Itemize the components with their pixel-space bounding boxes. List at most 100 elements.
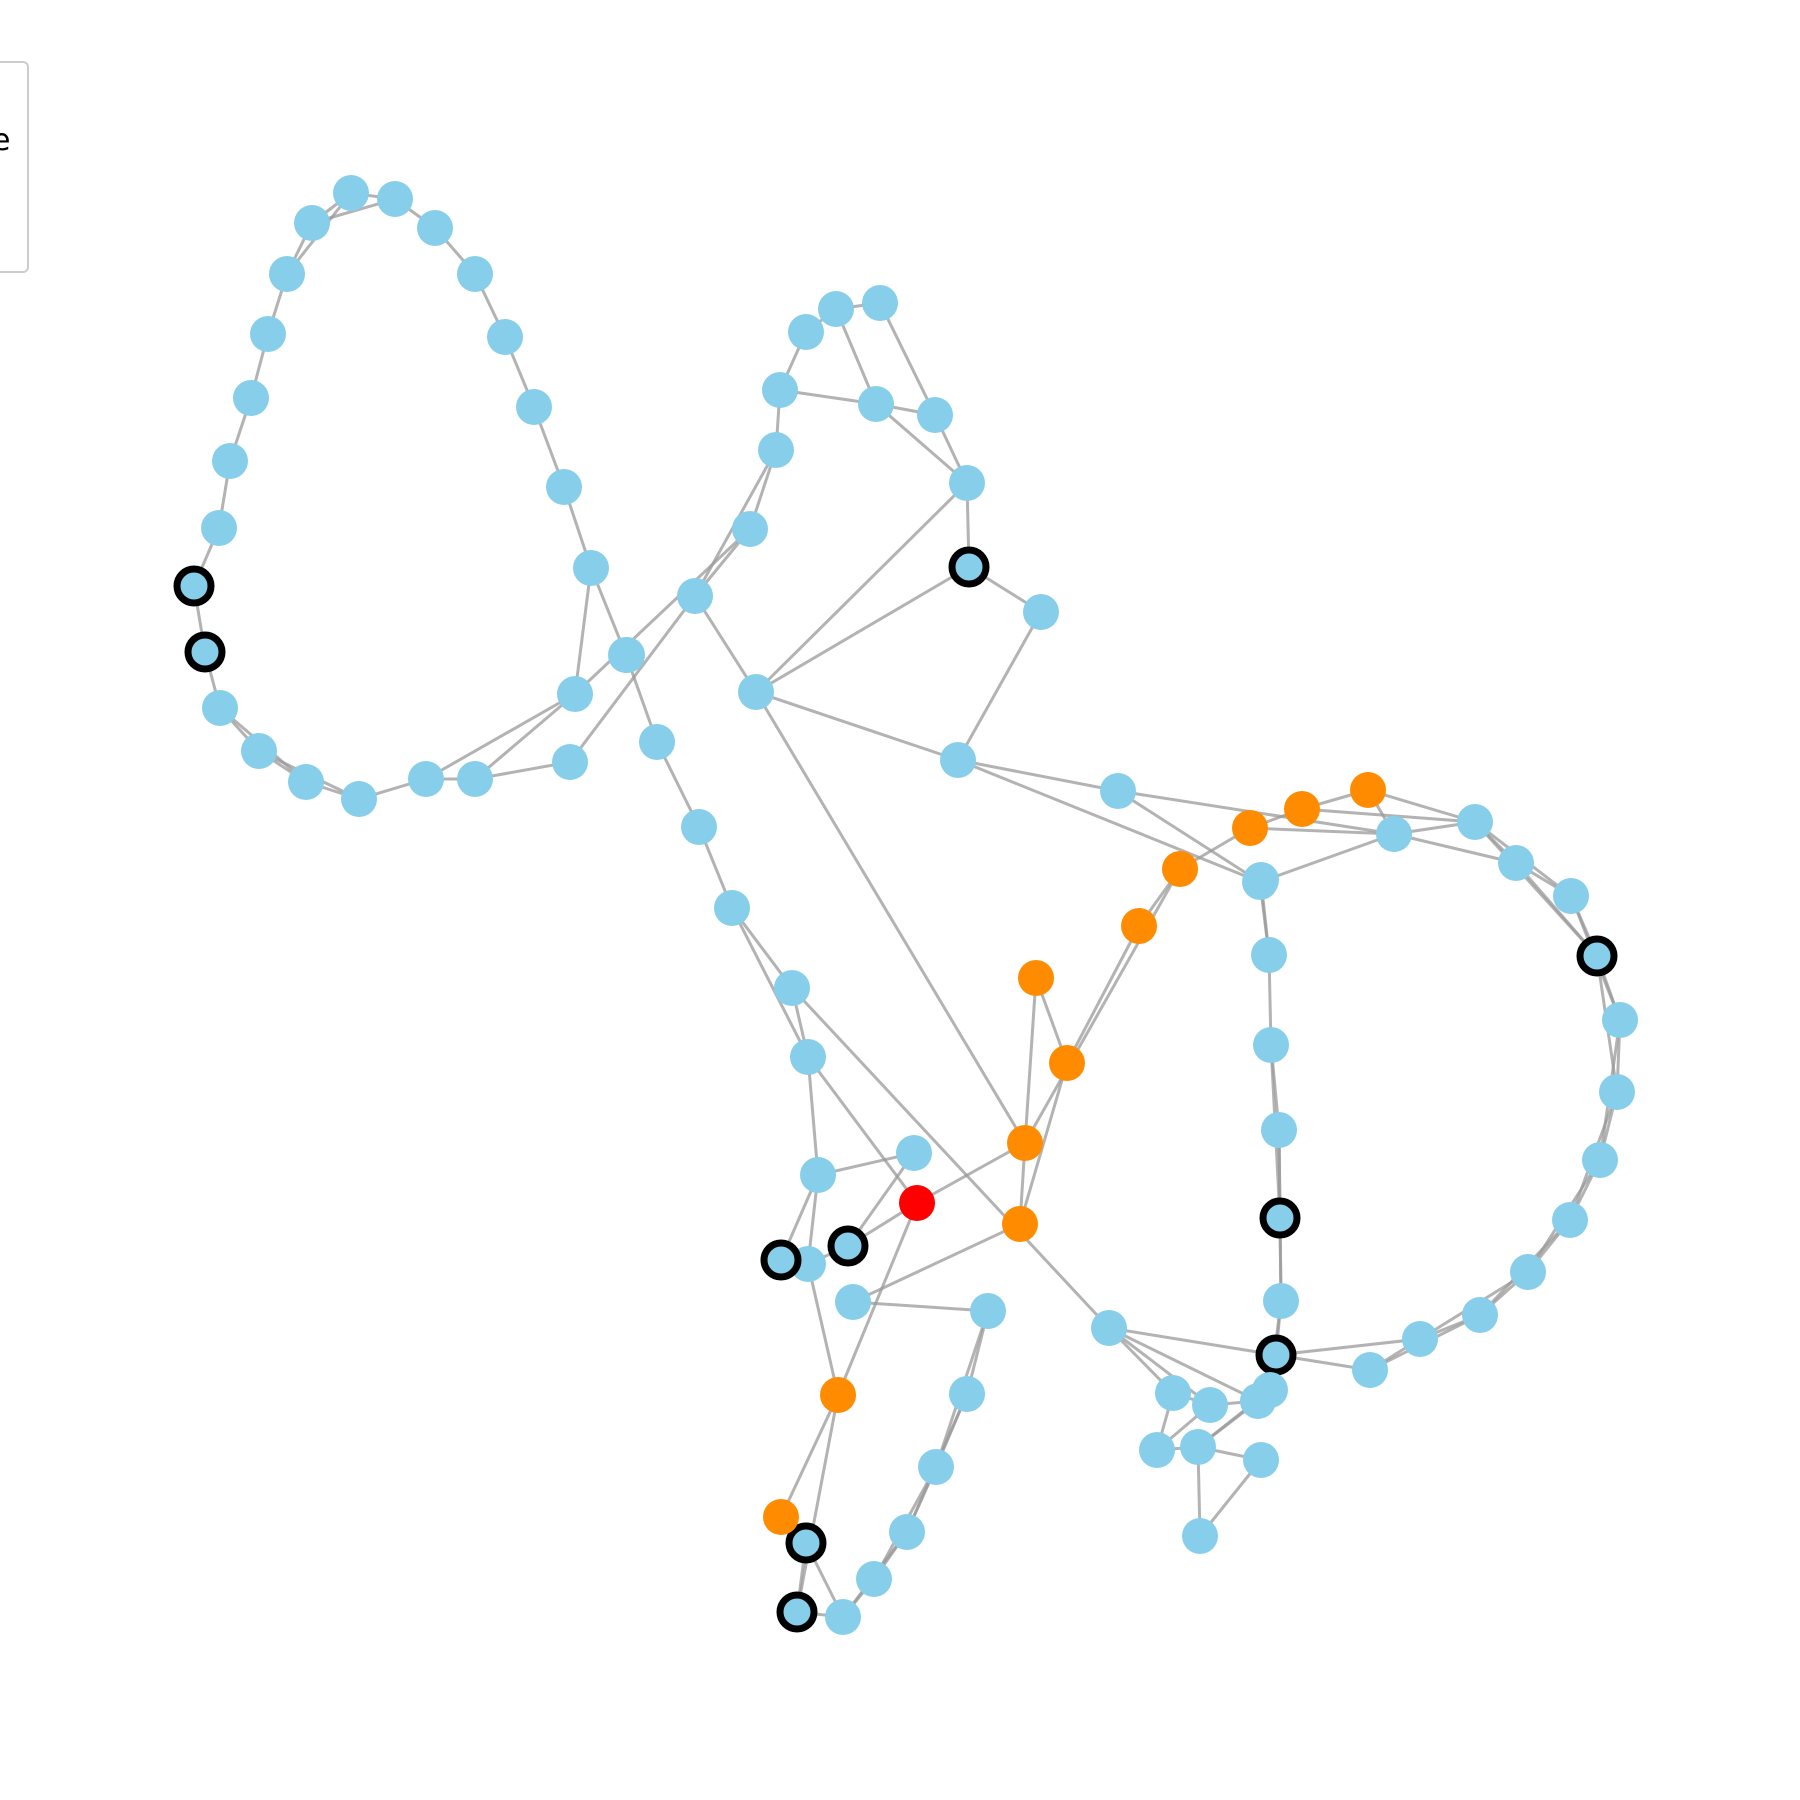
graph-node-highlighted[interactable] bbox=[776, 1591, 818, 1633]
graph-node-highlighted[interactable] bbox=[1255, 1334, 1297, 1376]
graph-node-highlighted[interactable] bbox=[1576, 935, 1618, 977]
graph-node[interactable] bbox=[269, 256, 305, 292]
graph-node[interactable] bbox=[377, 181, 413, 217]
graph-node[interactable] bbox=[758, 432, 794, 468]
graph-node[interactable] bbox=[457, 761, 493, 797]
graph-node[interactable] bbox=[858, 386, 894, 422]
graph-node-highlighted[interactable] bbox=[760, 1239, 802, 1281]
graph-node[interactable] bbox=[949, 1376, 985, 1412]
graph-node[interactable] bbox=[889, 1514, 925, 1550]
graph-node-path[interactable] bbox=[1121, 908, 1157, 944]
graph-node[interactable] bbox=[333, 175, 369, 211]
graph-node[interactable] bbox=[1462, 1297, 1498, 1333]
graph-node[interactable] bbox=[970, 1293, 1006, 1329]
graph-node[interactable] bbox=[940, 742, 976, 778]
graph-node[interactable] bbox=[573, 550, 609, 586]
graph-node-highlighted[interactable] bbox=[184, 631, 226, 673]
graph-node[interactable] bbox=[1242, 864, 1278, 900]
graph-node[interactable] bbox=[896, 1135, 932, 1171]
graph-node[interactable] bbox=[1510, 1254, 1546, 1290]
graph-node[interactable] bbox=[714, 890, 750, 926]
graph-node[interactable] bbox=[949, 465, 985, 501]
graph-node[interactable] bbox=[1139, 1432, 1175, 1468]
graph-node[interactable] bbox=[1599, 1074, 1635, 1110]
graph-node[interactable] bbox=[1192, 1387, 1228, 1423]
graph-node-highlighted[interactable] bbox=[173, 565, 215, 607]
graph-node[interactable] bbox=[417, 210, 453, 246]
graph-node[interactable] bbox=[233, 380, 269, 416]
graph-node[interactable] bbox=[918, 1449, 954, 1485]
graph-node[interactable] bbox=[288, 764, 324, 800]
graph-node-path[interactable] bbox=[820, 1377, 856, 1413]
graph-node-highlighted[interactable] bbox=[785, 1522, 827, 1564]
graph-node[interactable] bbox=[1180, 1429, 1216, 1465]
legend-label: e bbox=[0, 123, 10, 158]
graph-node-source[interactable] bbox=[899, 1185, 935, 1221]
graph-node-path[interactable] bbox=[1162, 851, 1198, 887]
graph-node[interactable] bbox=[1243, 1442, 1279, 1478]
graph-node[interactable] bbox=[1263, 1283, 1299, 1319]
graph-node-highlighted[interactable] bbox=[948, 546, 990, 588]
graph-node-highlighted[interactable] bbox=[1259, 1197, 1301, 1239]
graph-node[interactable] bbox=[1352, 1352, 1388, 1388]
graph-node[interactable] bbox=[639, 724, 675, 760]
graph-node-path[interactable] bbox=[763, 1499, 799, 1535]
graph-node-path[interactable] bbox=[1002, 1206, 1038, 1242]
graph-node[interactable] bbox=[294, 205, 330, 241]
graph-node[interactable] bbox=[1253, 1027, 1289, 1063]
graph-node[interactable] bbox=[762, 372, 798, 408]
graph-node[interactable] bbox=[1498, 845, 1534, 881]
graph-node[interactable] bbox=[1023, 594, 1059, 630]
graph-node[interactable] bbox=[241, 733, 277, 769]
graph-node[interactable] bbox=[212, 443, 248, 479]
graph-node[interactable] bbox=[681, 809, 717, 845]
graph-node-path[interactable] bbox=[1284, 791, 1320, 827]
graph-node[interactable] bbox=[825, 1599, 861, 1635]
graph-node[interactable] bbox=[202, 690, 238, 726]
graph-node[interactable] bbox=[677, 578, 713, 614]
graph-node[interactable] bbox=[1100, 773, 1136, 809]
graph-node[interactable] bbox=[1091, 1310, 1127, 1346]
graph-node[interactable] bbox=[788, 314, 824, 350]
graph-node-path[interactable] bbox=[1007, 1125, 1043, 1161]
graph-node-path[interactable] bbox=[1350, 772, 1386, 808]
graph-node[interactable] bbox=[609, 637, 645, 673]
graph-node[interactable] bbox=[800, 1157, 836, 1193]
graph-node[interactable] bbox=[408, 761, 444, 797]
graph-node[interactable] bbox=[732, 511, 768, 547]
graph-node[interactable] bbox=[557, 676, 593, 712]
graph-node[interactable] bbox=[250, 316, 286, 352]
graph-node-highlighted[interactable] bbox=[827, 1225, 869, 1267]
graph-node-path[interactable] bbox=[1232, 810, 1268, 846]
graph-node[interactable] bbox=[457, 256, 493, 292]
graph-node[interactable] bbox=[1261, 1112, 1297, 1148]
graph-node[interactable] bbox=[774, 970, 810, 1006]
graph-node[interactable] bbox=[818, 291, 854, 327]
graph-node[interactable] bbox=[516, 389, 552, 425]
graph-node[interactable] bbox=[341, 781, 377, 817]
graph-node[interactable] bbox=[835, 1284, 871, 1320]
graph-node[interactable] bbox=[1402, 1321, 1438, 1357]
graph-node[interactable] bbox=[1582, 1142, 1618, 1178]
graph-node[interactable] bbox=[856, 1561, 892, 1597]
graph-node[interactable] bbox=[1182, 1518, 1218, 1554]
graph-node[interactable] bbox=[1252, 1372, 1288, 1408]
graph-edge bbox=[425, 692, 576, 781]
graph-node-path[interactable] bbox=[1018, 960, 1054, 996]
graph-node[interactable] bbox=[738, 674, 774, 710]
graph-node[interactable] bbox=[552, 744, 588, 780]
graph-node[interactable] bbox=[862, 285, 898, 321]
graph-node[interactable] bbox=[1602, 1002, 1638, 1038]
graph-node[interactable] bbox=[487, 319, 523, 355]
graph-node[interactable] bbox=[917, 397, 953, 433]
graph-node[interactable] bbox=[1155, 1375, 1191, 1411]
graph-node[interactable] bbox=[1376, 816, 1412, 852]
graph-node[interactable] bbox=[790, 1039, 826, 1075]
graph-node[interactable] bbox=[1457, 804, 1493, 840]
graph-node[interactable] bbox=[201, 510, 237, 546]
graph-node[interactable] bbox=[1552, 1202, 1588, 1238]
graph-node[interactable] bbox=[1553, 878, 1589, 914]
graph-node[interactable] bbox=[1251, 937, 1287, 973]
graph-node-path[interactable] bbox=[1049, 1045, 1085, 1081]
graph-node[interactable] bbox=[546, 469, 582, 505]
